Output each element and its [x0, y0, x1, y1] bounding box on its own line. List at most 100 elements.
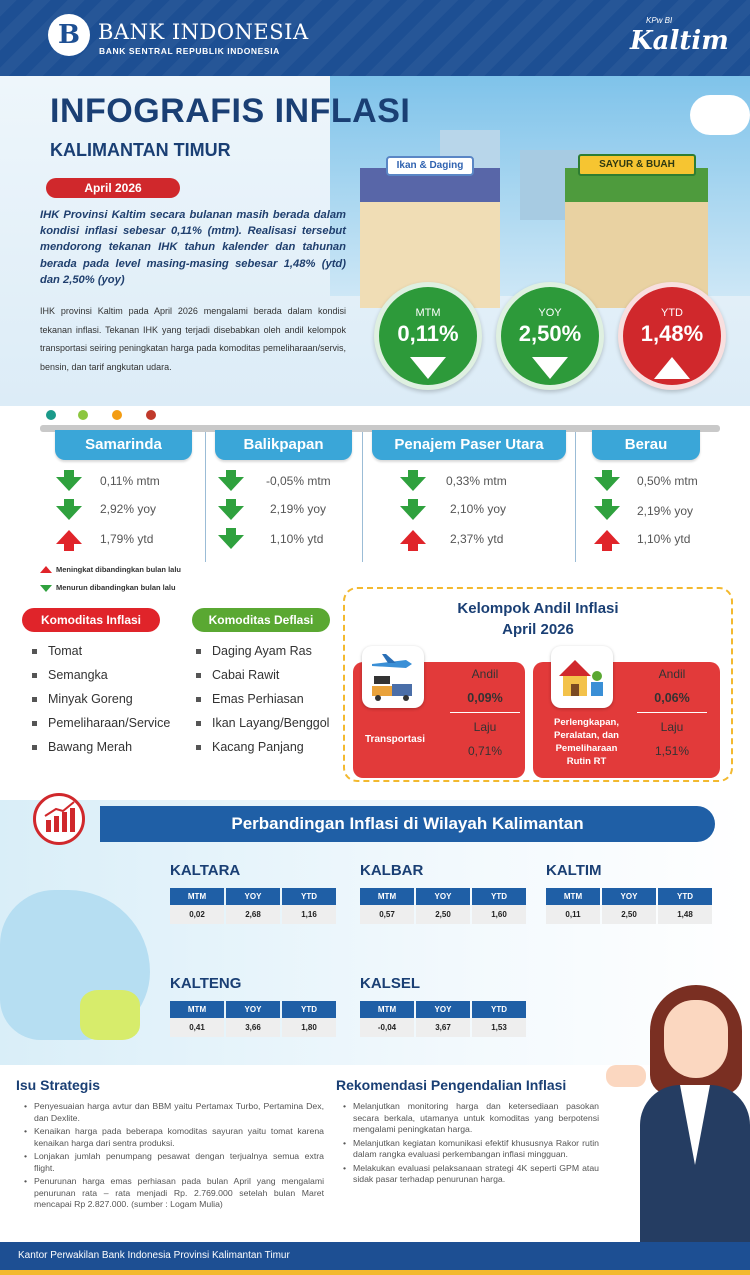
komoditas-deflasi-list: Daging Ayam Ras Cabai Rawit Emas Perhias… — [194, 639, 344, 759]
kelompok-name: Transportasi — [365, 734, 426, 745]
kelompok-title-line1: Kelompok Andil Inflasi — [457, 600, 619, 617]
map-kaltim-highlight — [80, 990, 140, 1040]
arrow-down-icon — [64, 470, 74, 477]
list-item: Emas Perhiasan — [194, 687, 344, 711]
region-tab-samarinda: Samarinda — [55, 430, 192, 460]
list-item: Penurunan harga emas perhiasan pada bula… — [24, 1176, 324, 1211]
decor-dot — [46, 410, 56, 420]
list-item: Ikan Layang/Benggol — [194, 711, 344, 735]
table-cell: 2,50 — [416, 905, 470, 924]
table-cell: 0,11 — [546, 905, 600, 924]
list-item: Lonjakan jumlah penumpang pesawat dengan… — [24, 1151, 324, 1174]
kelompok-name: Perlengkapan, Peralatan, dan Pemeliharaa… — [554, 717, 619, 767]
arrow-down-icon — [594, 477, 620, 491]
region-value: 1,10% ytd — [270, 532, 324, 546]
cloud-icon — [690, 95, 750, 135]
table-cell: 0,57 — [360, 905, 414, 924]
region-value: 2,92% yoy — [100, 502, 157, 516]
stall-sign-ikan: Ikan & Daging — [386, 156, 474, 176]
laju-label: Laju — [473, 720, 497, 734]
isu-title: Isu Strategis — [16, 1077, 101, 1093]
table-cell: 1,16 — [282, 905, 336, 924]
region-separator — [575, 432, 576, 562]
arrow-down-icon — [532, 357, 568, 379]
arrow-down-icon — [410, 357, 446, 379]
table-cell: 2,68 — [226, 905, 280, 924]
arrow-down-icon — [40, 585, 52, 592]
arrow-up-icon — [602, 544, 612, 551]
province-table: MTM YOY YTD 0,57 2,50 1,60 — [358, 888, 528, 924]
arrow-down-icon — [400, 477, 426, 491]
table-header: YOY — [602, 888, 656, 905]
arrow-up-icon — [64, 544, 74, 551]
arrow-down-icon — [400, 506, 426, 520]
region-tab-berau: Berau — [592, 430, 700, 460]
kelompok-title-line2: April 2026 — [502, 621, 574, 638]
table-header: YOY — [416, 1001, 470, 1018]
lead-paragraph: IHK Provinsi Kaltim secara bulanan masih… — [40, 209, 346, 286]
indicator-label: YOY — [538, 307, 562, 319]
arrow-down-icon — [56, 477, 82, 491]
decor-dot — [78, 410, 88, 420]
isu-list: Penyesuaian harga avtur dan BBM yaitu Pe… — [24, 1101, 324, 1213]
arrow-down-icon — [602, 470, 612, 477]
table-cell: 3,67 — [416, 1018, 470, 1037]
province-name: KALTENG — [170, 975, 242, 992]
kpw-logo: Kaltim — [630, 26, 729, 56]
region-value: 1,10% ytd — [637, 532, 691, 546]
province-table: MTM YOY YTD 0,41 3,66 1,80 — [168, 1001, 338, 1037]
region-value: 1,79% ytd — [100, 532, 154, 546]
table-row: 0,57 2,50 1,60 — [360, 905, 526, 924]
province-table: MTM YOY YTD -0,04 3,67 1,53 — [358, 1001, 528, 1037]
table-header: YOY — [416, 888, 470, 905]
table-cell: 1,48 — [658, 905, 712, 924]
komoditas-deflasi-label: Komoditas Deflasi — [192, 608, 330, 632]
list-item: Melanjutkan monitoring harga dan keterse… — [343, 1101, 599, 1136]
legend-down: Menurun dibandingkan bulan lalu — [56, 583, 176, 592]
table-header: MTM — [360, 1001, 414, 1018]
table-cell: 2,50 — [602, 905, 656, 924]
arrow-down-icon — [594, 506, 620, 520]
arrow-down-icon — [64, 499, 74, 506]
list-item: Kacang Panjang — [194, 735, 344, 759]
list-item: Minyak Goreng — [30, 687, 200, 711]
presenter-hand — [606, 1065, 646, 1087]
list-item: Cabai Rawit — [194, 663, 344, 687]
bi-logo-icon: B — [48, 14, 90, 56]
comparison-title: Perbandingan Inflasi di Wilayah Kalimant… — [100, 806, 715, 842]
arrow-up-icon — [408, 544, 418, 551]
table-cell: 0,02 — [170, 905, 224, 924]
indicator-ytd: YTD 1,48% — [618, 282, 726, 390]
bank-name: BANK INDONESIA — [98, 20, 309, 44]
region-value: 0,11% mtm — [100, 474, 160, 488]
region-tab-balikpapan: Balikpapan — [215, 430, 352, 460]
list-item: Melanjutkan kegiatan komunikasi efektif … — [343, 1138, 599, 1161]
laju-value: 1,51% — [654, 744, 690, 758]
table-header: YOY — [226, 888, 280, 905]
bar-chart-icon — [33, 793, 85, 845]
table-cell: 0,41 — [170, 1018, 224, 1037]
list-item: Daging Ayam Ras — [194, 639, 344, 663]
decor-dot — [112, 410, 122, 420]
table-header: MTM — [170, 888, 224, 905]
page-subtitle: KALIMANTAN TIMUR — [50, 140, 231, 160]
table-row: 0,02 2,68 1,16 — [170, 905, 336, 924]
kelompok-title: Kelompok Andil Inflasi April 2026 — [343, 598, 733, 640]
region-value: -0,05% mtm — [266, 474, 331, 488]
region-separator — [205, 432, 206, 562]
andil-value: 0,09% — [467, 691, 503, 705]
table-header: YTD — [472, 888, 526, 905]
arrow-down-icon — [218, 477, 244, 491]
divider-bar — [40, 425, 720, 432]
province-name: KALTARA — [170, 862, 241, 879]
laju-value: 0,71% — [467, 744, 503, 758]
region-tab-ppu: Penajem Paser Utara — [372, 430, 566, 460]
andil-value: 0,06% — [654, 691, 690, 705]
andil-label: Andil — [471, 667, 499, 681]
arrow-down-icon — [56, 506, 82, 520]
andil-label: Andil — [658, 667, 686, 681]
list-item: Pemeliharaan/Service — [30, 711, 200, 735]
indicator-value: 1,48% — [640, 321, 704, 346]
region-value: 2,37% ytd — [450, 532, 504, 546]
bank-subtitle: BANK SENTRAL REPUBLIK INDONESIA — [99, 46, 280, 56]
